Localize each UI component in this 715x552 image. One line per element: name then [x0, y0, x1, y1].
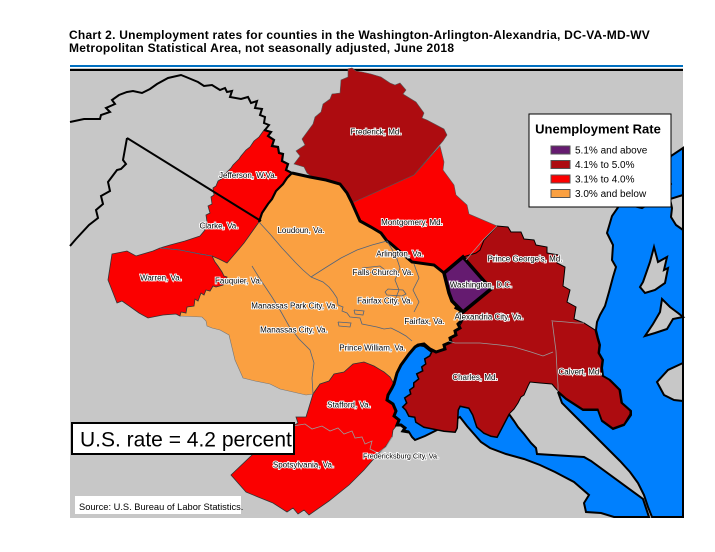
svg-text:Alexandria City, Va.: Alexandria City, Va. — [454, 313, 523, 322]
svg-text:3.0% and below: 3.0% and below — [575, 189, 647, 200]
svg-text:Manassas Park City, Va.: Manassas Park City, Va. — [251, 302, 337, 311]
svg-text:Spotsylvania, Va.: Spotsylvania, Va. — [273, 461, 334, 470]
svg-text:Montgomery, Md.: Montgomery, Md. — [381, 218, 443, 227]
svg-text:Fairfax, Va.: Fairfax, Va. — [404, 317, 444, 326]
svg-text:Unemployment Rate: Unemployment Rate — [535, 122, 661, 137]
svg-text:Stafford, Va.: Stafford, Va. — [327, 401, 371, 410]
svg-text:Fredericksburg City, Va.: Fredericksburg City, Va. — [363, 452, 439, 461]
svg-text:Warren, Va.: Warren, Va. — [140, 273, 182, 282]
svg-text:Prince George's, Md.: Prince George's, Md. — [488, 255, 563, 264]
svg-text:U.S. rate = 4.2 percent: U.S. rate = 4.2 percent — [80, 429, 292, 452]
svg-text:Charles, Md.: Charles, Md. — [452, 373, 497, 382]
svg-text:Clarke, Va.: Clarke, Va. — [200, 222, 239, 231]
svg-text:Arlington, Va.: Arlington, Va. — [376, 250, 423, 259]
svg-text:Manassas City, Va.: Manassas City, Va. — [260, 326, 328, 335]
svg-text:Fauquier, Va.: Fauquier, Va. — [215, 277, 262, 286]
svg-text:3.1% to 4.0%: 3.1% to 4.0% — [575, 175, 635, 186]
svg-text:Frederick, Md.: Frederick, Md. — [350, 128, 401, 137]
svg-text:Jefferson, W.Va.: Jefferson, W.Va. — [219, 171, 277, 180]
svg-text:Prince William, Va.: Prince William, Va. — [339, 344, 406, 353]
svg-text:Calvert, Md.: Calvert, Md. — [558, 368, 601, 377]
svg-text:4.1% to 5.0%: 4.1% to 5.0% — [575, 160, 635, 171]
svg-text:Source: U.S. Bureau of Labor S: Source: U.S. Bureau of Labor Statistics. — [79, 502, 243, 512]
svg-text:5.1% and above: 5.1% and above — [575, 146, 648, 157]
svg-text:Loudoun, Va.: Loudoun, Va. — [277, 226, 324, 235]
svg-text:Falls Church, Va.: Falls Church, Va. — [353, 268, 414, 277]
svg-text:Washington, D.C.: Washington, D.C. — [450, 280, 512, 289]
svg-text:Fairfax City, Va.: Fairfax City, Va. — [357, 297, 413, 306]
